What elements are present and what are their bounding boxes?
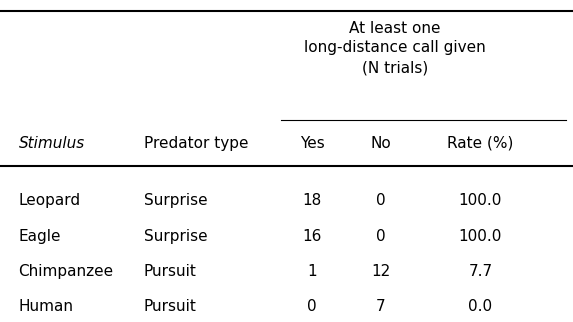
Text: Human: Human [18, 299, 73, 314]
Text: No: No [370, 136, 391, 151]
Text: 100.0: 100.0 [459, 194, 502, 208]
Text: Chimpanzee: Chimpanzee [18, 264, 113, 279]
Text: Yes: Yes [300, 136, 324, 151]
Text: Predator type: Predator type [144, 136, 249, 151]
Text: 1: 1 [307, 264, 317, 279]
Text: Stimulus: Stimulus [18, 136, 85, 151]
Text: 7: 7 [376, 299, 386, 314]
Text: Eagle: Eagle [18, 229, 61, 243]
Text: Surprise: Surprise [144, 194, 207, 208]
Text: 100.0: 100.0 [459, 229, 502, 243]
Text: Pursuit: Pursuit [144, 264, 197, 279]
Text: Leopard: Leopard [18, 194, 81, 208]
Text: 12: 12 [371, 264, 390, 279]
Text: 0: 0 [307, 299, 317, 314]
Text: 18: 18 [303, 194, 322, 208]
Text: 0: 0 [376, 229, 386, 243]
Text: Rate (%): Rate (%) [447, 136, 513, 151]
Text: 0.0: 0.0 [468, 299, 492, 314]
Text: Pursuit: Pursuit [144, 299, 197, 314]
Text: 16: 16 [303, 229, 322, 243]
Text: At least one
long-distance call given
(N trials): At least one long-distance call given (N… [304, 21, 486, 75]
Text: 7.7: 7.7 [468, 264, 492, 279]
Text: Surprise: Surprise [144, 229, 207, 243]
Text: 0: 0 [376, 194, 386, 208]
